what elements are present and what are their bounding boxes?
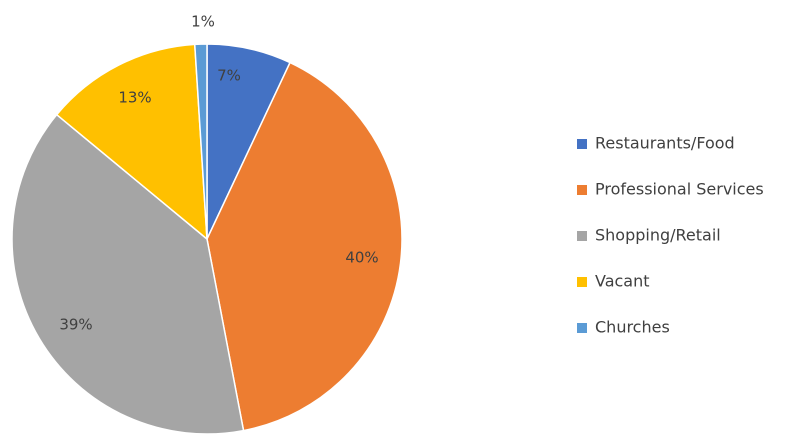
legend-label-professional-services: Professional Services [595,180,764,199]
legend-swatch-shopping-retail [577,231,587,241]
legend-label-shopping-retail: Shopping/Retail [595,226,721,245]
legend-swatch-professional-services [577,185,587,195]
data-label-restaurants-food: 7% [217,67,241,85]
legend: Restaurants/Food Professional Services Sho… [577,134,764,337]
pie-slice-churches [193,43,208,240]
legend-swatch-restaurants-food [577,139,587,149]
data-label-vacant: 13% [118,89,151,107]
legend-label-churches: Churches [595,318,670,337]
legend-label-restaurants-food: Restaurants/Food [595,134,735,153]
legend-label-vacant: Vacant [595,272,650,291]
legend-swatch-vacant [577,277,587,287]
data-label-professional-services: 40% [345,249,378,267]
data-label-churches: 1% [191,13,215,31]
pie-slice-vacant [55,43,208,241]
pie-slice-professional-services [206,61,403,432]
data-label-shopping-retail: 39% [59,316,92,334]
pie-slice-shopping-retail [11,113,245,435]
slice-labels: 7% 40% 39% 13% 1% [59,13,378,334]
legend-swatch-churches [577,323,587,333]
pie-slices [11,43,403,435]
